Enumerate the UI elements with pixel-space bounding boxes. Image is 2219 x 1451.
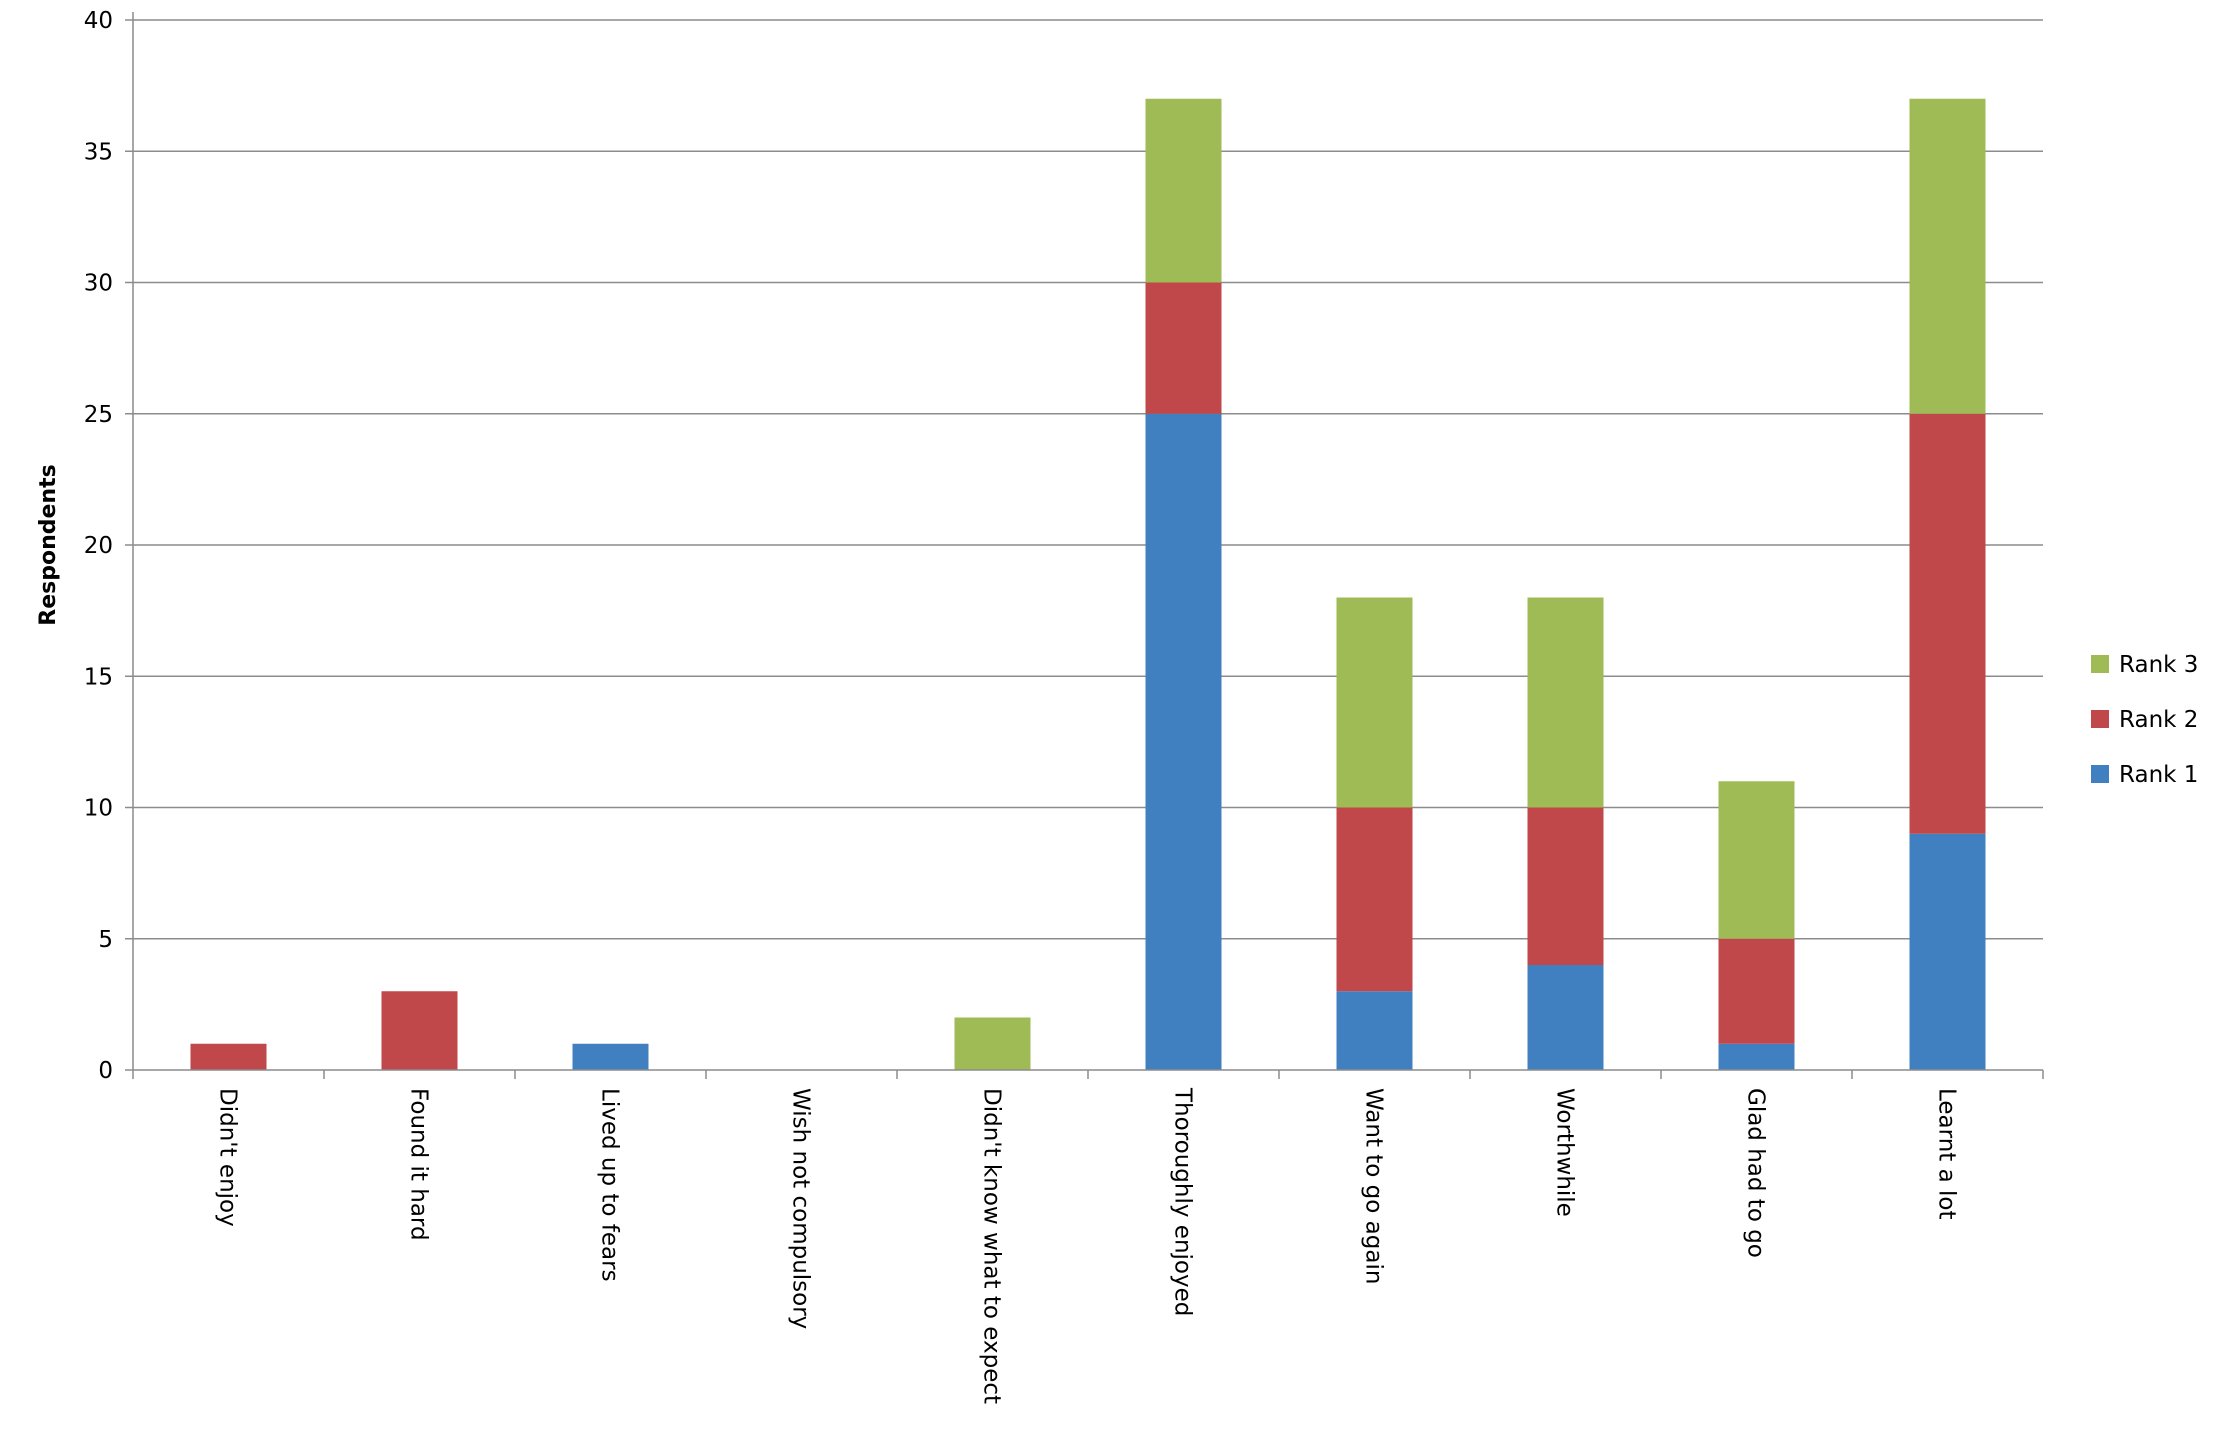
bar-segment-rank-2 <box>190 1043 267 1070</box>
axes <box>125 12 2044 1079</box>
bar-segment-rank-3 <box>1336 597 1413 808</box>
bar-segment-rank-2 <box>1145 282 1222 414</box>
gridlines <box>133 19 2043 940</box>
bars <box>190 98 1986 1070</box>
bar-segment-rank-1 <box>1718 1043 1795 1070</box>
y-tick-label: 10 <box>84 796 113 822</box>
bar-segment-rank-2 <box>1909 413 1986 834</box>
x-tick-label: Thoroughly enjoyed <box>1170 1087 1196 1316</box>
y-tick-label: 35 <box>84 139 113 165</box>
bar-segment-rank-2 <box>1527 807 1604 965</box>
bar-segment-rank-2 <box>381 991 458 1070</box>
x-tick-label: Didn't know what to expect <box>979 1088 1005 1404</box>
legend-label: Rank 2 <box>2119 707 2198 733</box>
y-tick-labels: 0 5 10 15 20 25 30 35 40 <box>84 8 113 1084</box>
bar-segment-rank-3 <box>1527 597 1604 808</box>
bar-segment-rank-1 <box>1527 965 1604 1070</box>
bar-segment-rank-3 <box>1145 98 1222 283</box>
legend-label: Rank 1 <box>2119 762 2198 788</box>
y-tick-label: 0 <box>98 1058 113 1084</box>
bar-segment-rank-3 <box>1909 98 1986 414</box>
bar-segment-rank-3 <box>1718 781 1795 939</box>
x-tick-label: Learnt a lot <box>1934 1088 1960 1220</box>
bar-segment-rank-3 <box>954 1017 1031 1070</box>
x-tick-label: Lived up to fears <box>597 1088 623 1282</box>
x-tick-label: Found it hard <box>406 1088 432 1241</box>
x-tick-label: Worthwhile <box>1552 1088 1578 1217</box>
y-tick-label: 20 <box>84 533 113 559</box>
y-tick-label: 15 <box>84 664 113 690</box>
bar-segment-rank-1 <box>1145 413 1222 1070</box>
x-tick-labels: Didn't enjoy Found it hard Lived up to fea… <box>215 1087 1960 1404</box>
y-tick-label: 40 <box>84 8 113 34</box>
x-tick-label: Glad had to go <box>1743 1088 1769 1258</box>
x-tick-label: Want to go again <box>1361 1088 1387 1284</box>
x-tick-label: Wish not compulsory <box>788 1088 814 1329</box>
legend-label: Rank 3 <box>2119 652 2198 678</box>
legend: Rank 3 Rank 2 Rank 1 <box>2091 652 2198 788</box>
x-tick-label: Didn't enjoy <box>215 1088 241 1227</box>
bar-segment-rank-2 <box>1718 938 1795 1044</box>
legend-swatch <box>2091 710 2109 728</box>
bar-segment-rank-1 <box>572 1043 649 1070</box>
legend-swatch <box>2091 655 2109 673</box>
bar-segment-rank-1 <box>1336 991 1413 1070</box>
y-axis-title: Respondents <box>36 464 61 625</box>
y-tick-label: 30 <box>84 271 113 297</box>
legend-swatch <box>2091 765 2109 783</box>
y-tick-label: 25 <box>84 402 113 428</box>
y-tick-label: 5 <box>98 927 113 953</box>
bar-segment-rank-2 <box>1336 807 1413 992</box>
bar-segment-rank-1 <box>1909 833 1986 1070</box>
